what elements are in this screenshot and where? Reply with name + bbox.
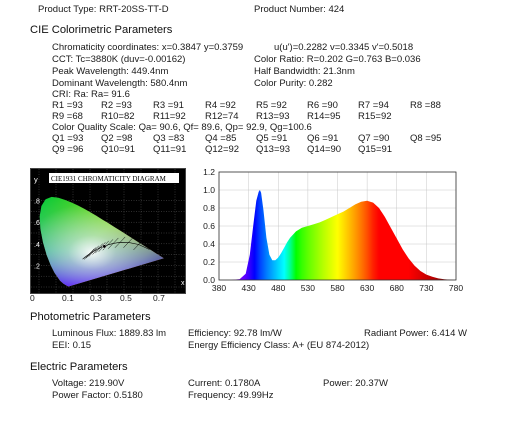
spectrum-x-tick: 530 [301,283,315,293]
cqs-value-q9: Q9 =96 [52,144,84,155]
cri-value-r3: R3 =91 [153,100,184,111]
spectrum-chart: 0.0 0.2 0.4 0.6 0.8 1.0 1.2 380 430 480 530 580 630… [203,167,463,293]
cqs-value-q3: Q3 =83 [153,133,185,144]
energy-efficiency-class: Energy Efficiency Class: A+ (EU 874-2012… [188,340,370,351]
cie-x-tick: 0.1 [62,293,74,303]
cie-x-axis-letter: x [181,280,185,287]
spectrum-y-tick: 0.0 [203,275,215,285]
peak-wavelength: Peak Wavelength: 449.4nm [52,66,169,77]
cqs-value-q12: Q12=92 [205,144,240,155]
efficiency: Efficiency: 92.78 lm/W [188,328,282,339]
color-quality-scale: Color Quality Scale: Qa= 90.6, Qf= 89.6,… [52,122,312,133]
spectrum-x-tick: 380 [212,283,226,293]
color-ratio: Color Ratio: R=0.202 G=0.763 B=0.036 [254,54,421,65]
cie-x-tick: 0.5 [120,293,132,303]
radiant-power: Radiant Power: 6.414 W [364,328,467,339]
cqs-value-q11: Q11=91 [153,144,187,155]
cct-value: CCT: Tc=3880K (duv=-0.00162) [52,54,186,65]
power: Power: 20.37W [323,378,388,389]
cri-ra: CRI: Ra: Ra= 91.6 [52,89,130,100]
cqs-value-q10: Q10=91 [101,144,136,155]
spectrum-frame [218,171,457,281]
product-type: Product Type: RRT-20SS-TT-D [38,4,169,15]
spectrum-x-tick: 680 [390,283,404,293]
cri-value-r9: R9 =68 [52,111,83,122]
cqs-value-q7: Q7 =90 [358,133,390,144]
cri-value-r5: R5 =92 [256,100,287,111]
electric-section-title: Electric Parameters [30,361,128,373]
current: Current: 0.1780A [188,378,261,389]
cri-value-r13: R13=93 [256,111,290,122]
cie-x-tick: 0 [30,293,35,303]
cri-value-r10: R10=82 [101,111,135,122]
cqs-value-q13: Q13=93 [256,144,291,155]
spectrum-area [219,190,456,280]
spectrum-y-tick: 0.8 [203,203,215,213]
cie-section-title: CIE Colorimetric Parameters [30,24,173,36]
spectrum-x-tick: 630 [360,283,374,293]
spectrum-x-tick: 430 [242,283,256,293]
spectrum-x-tick: 580 [330,283,344,293]
voltage: Voltage: 219.90V [52,378,125,389]
color-purity: Color Purity: 0.282 [254,78,333,89]
chromaticity-coordinates: Chromaticity coordinates: x=0.3847 y=0.3… [52,42,244,53]
cie-y-tick: .8 [34,199,40,206]
luminous-flux: Luminous Flux: 1889.83 lm [52,328,167,339]
cie-y-tick: .4 [34,242,40,249]
cri-value-r11: R11=92 [153,111,186,122]
cri-value-r6: R6 =90 [307,100,338,111]
cqs-value-q8: Q8 =95 [410,133,442,144]
spectrum-y-ticks: 0.0 0.2 0.4 0.6 0.8 1.0 1.2 [203,167,215,285]
product-number: Product Number: 424 [254,4,345,15]
eei-value: EEI: 0.15 [52,340,92,351]
cie-white-overlay [39,196,164,287]
cct-isotherm-lines [83,236,144,260]
cri-value-r14: R14=95 [307,111,341,122]
cie-y-tick: .2 [34,263,40,270]
measured-chromaticity-point [102,244,107,249]
spectrum-y-tick: 1.0 [203,185,215,195]
half-bandwidth: Half Bandwidth: 21.3nm [254,66,355,77]
cqs-value-q15: Q15=91 [358,144,393,155]
cie-diagram-title: CIE1931 CHROMATICITY DIAGRAM [51,175,167,183]
cie-x-tick: 0.7 [153,293,165,303]
power-factor: Power Factor: 0.5180 [52,390,143,401]
photometric-section-title: Photometric Parameters [30,311,151,323]
spectrum-x-tick: 730 [419,283,433,293]
frequency: Frequency: 49.99Hz [188,390,274,401]
cie-y-tick: .6 [34,220,40,227]
dominant-wavelength: Dominant Wavelength: 580.4nm [52,78,188,89]
cqs-value-q4: Q4 =85 [205,133,237,144]
cri-value-r7: R7 =94 [358,100,389,111]
cri-value-r12: R12=74 [205,111,239,122]
cri-value-r4: R4 =92 [205,100,236,111]
spectrum-x-tick: 480 [271,283,285,293]
cri-value-r1: R1 =93 [52,100,83,111]
cqs-value-q6: Q6 =91 [307,133,339,144]
spectrum-x-tick: 780 [449,283,463,293]
uv-coordinates: u(u')=0.2282 v=0.3345 v'=0.5018 [274,42,414,53]
cie-x-tick: 0.3 [90,293,102,303]
cqs-value-q14: Q14=90 [307,144,342,155]
spectrum-y-tick: 1.2 [203,167,215,177]
spectrum-x-ticks: 380 430 480 530 580 630 680 730 780 [212,283,463,293]
cqs-value-q1: Q1 =93 [52,133,84,144]
cri-value-r2: R2 =93 [101,100,132,111]
cqs-value-q2: Q2 =98 [101,133,133,144]
cqs-value-q5: Q5 =91 [256,133,288,144]
cie-chromaticity-diagram: CIE1931 CHROMATICITY DIAGRAM y .8.6.4.2 … [30,168,186,294]
cri-value-r15: R15=92 [358,111,392,122]
spectrum-y-tick: 0.2 [203,257,215,267]
spectrum-y-tick: 0.4 [203,239,215,249]
spectrum-y-tick: 0.6 [203,221,215,231]
cie-y-axis-letter: y [34,175,38,184]
cri-value-r8: R8 =88 [410,100,441,111]
